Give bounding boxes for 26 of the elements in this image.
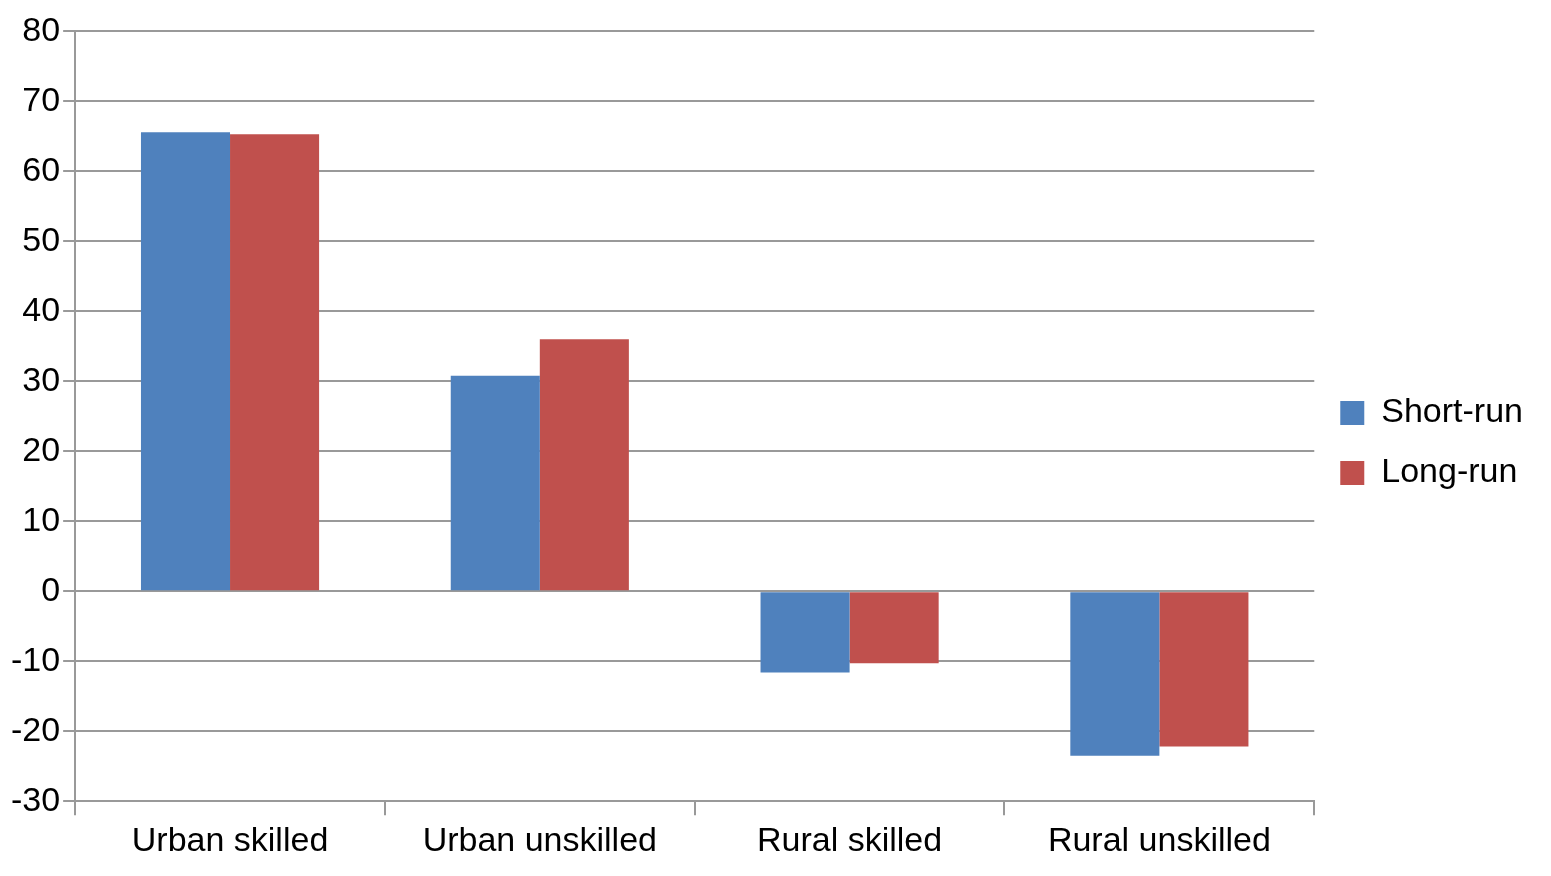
y-tick-label: 10 (22, 499, 61, 538)
y-tick-label: 30 (22, 359, 61, 398)
x-tick-label: Rural skilled (757, 819, 943, 858)
y-tick-label: 80 (22, 9, 61, 48)
y-tick-label: 60 (22, 149, 61, 188)
y-tick-label: 0 (41, 569, 61, 608)
bar (450, 375, 540, 591)
x-tick-label: Urban skilled (131, 819, 329, 858)
y-tick-label: 40 (22, 289, 61, 328)
bar (1070, 592, 1160, 756)
x-tick-label: Rural unskilled (1047, 819, 1271, 858)
x-tick-label: Urban unskilled (422, 819, 657, 858)
y-tick-label: 50 (22, 219, 61, 258)
bar (849, 592, 939, 664)
y-tick-label: 70 (22, 79, 61, 118)
legend-label: Long-run (1381, 451, 1518, 490)
legend-label: Short-run (1381, 391, 1524, 430)
y-tick-label: 20 (22, 429, 61, 468)
y-tick-label: -10 (11, 639, 61, 678)
bar (230, 134, 320, 591)
bar (760, 592, 850, 673)
bar (539, 339, 629, 591)
bar (1159, 592, 1249, 747)
bar (140, 132, 231, 591)
y-tick-label: -20 (11, 709, 61, 748)
y-tick-label: -30 (11, 779, 61, 818)
